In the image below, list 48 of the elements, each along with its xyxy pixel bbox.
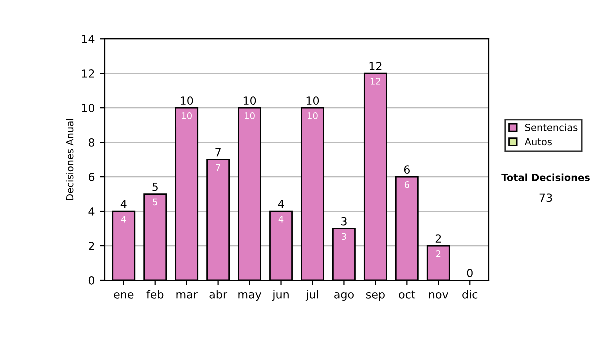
total-label: 10 xyxy=(244,96,256,106)
data-label: 2 xyxy=(436,250,441,258)
x-tick-label: sep xyxy=(366,292,385,301)
data-label: 4 xyxy=(278,216,284,223)
data-label: 6 xyxy=(404,182,410,188)
y-tick-label: 10 xyxy=(82,104,95,112)
x-tick-label: oct xyxy=(399,290,416,299)
data-label: 5 xyxy=(153,198,158,206)
x-tick-label: feb xyxy=(146,290,164,299)
x-tick-label: dic xyxy=(462,290,478,299)
total-label: 5 xyxy=(152,183,158,192)
legend-label: Autos xyxy=(524,138,552,146)
total-label: 7 xyxy=(216,148,221,157)
data-label: 10 xyxy=(182,112,192,120)
x-tick-label: ago xyxy=(334,292,354,301)
y-tick-label: 14 xyxy=(82,35,95,44)
y-tick-label: 12 xyxy=(82,70,94,78)
total-label: 0 xyxy=(467,269,473,278)
legend-label: Sentencias xyxy=(525,124,578,132)
y-tick-label: 0 xyxy=(88,276,95,285)
data-label: 7 xyxy=(216,164,220,171)
data-label: 4 xyxy=(121,216,126,223)
y-tick-label: 4 xyxy=(88,208,95,216)
total-label: 4 xyxy=(120,200,127,208)
total-label: 3 xyxy=(342,217,347,226)
x-tick-label: may xyxy=(238,292,262,301)
text: Total Decisiones xyxy=(502,174,590,182)
x-tick-label: jun xyxy=(272,290,289,301)
total-label: 12 xyxy=(370,62,382,70)
y-tick-label: 2 xyxy=(89,242,94,250)
data-label: 3 xyxy=(342,233,346,240)
total-label: 10 xyxy=(180,96,194,106)
data-label: 10 xyxy=(245,112,255,120)
x-tick-label: jul xyxy=(306,290,318,301)
y-axis-title: Decisiones Anual xyxy=(66,119,74,200)
y-tick-label: 6 xyxy=(88,173,95,182)
x-tick-label: ene xyxy=(114,292,134,299)
x-tick-label: nov xyxy=(429,292,449,299)
total-label: 4 xyxy=(278,200,284,208)
total-label: 6 xyxy=(404,166,410,174)
y-tick-label: 8 xyxy=(88,138,95,147)
data-label: 12 xyxy=(370,78,381,85)
x-tick-label: mar xyxy=(176,292,198,299)
total-label: 10 xyxy=(306,96,320,106)
data-label: 10 xyxy=(308,112,318,120)
total-label: 2 xyxy=(436,234,442,243)
x-tick-label: abr xyxy=(210,290,228,299)
text: 73 xyxy=(540,194,552,202)
